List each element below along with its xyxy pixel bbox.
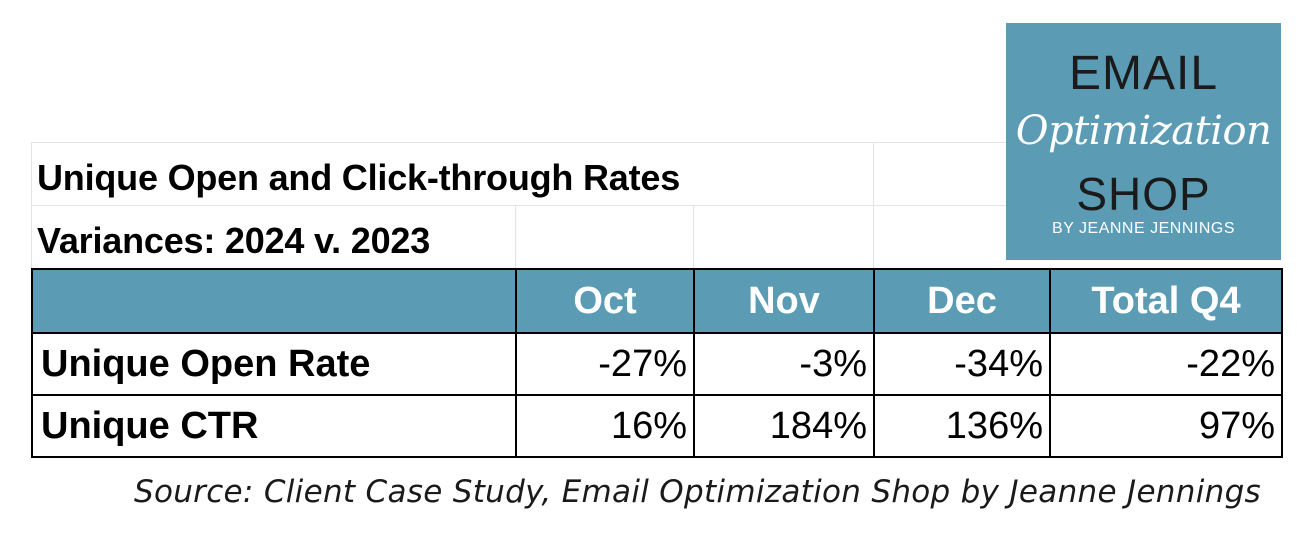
data-cell: -22% [1049, 332, 1283, 396]
data-cell: -34% [873, 332, 1051, 396]
data-cell: -27% [515, 332, 695, 396]
gridline-top [31, 142, 1006, 143]
column-header: Dec [873, 268, 1051, 334]
gridline-v3 [873, 142, 874, 268]
logo-byline: BY JEANNE JENNINGS [1052, 220, 1235, 237]
row-label: Unique Open Rate [31, 332, 517, 396]
table-header-row: Oct Nov Dec Total Q4 [31, 268, 1283, 334]
table-body: Oct Nov Dec Total Q4 Unique Open Rate -2… [31, 268, 1283, 458]
email-optimization-shop-logo: EMAIL Optimization SHOP BY JEANNE JENNIN… [1006, 23, 1281, 260]
data-cell: 136% [873, 394, 1051, 458]
column-header: Total Q4 [1049, 268, 1283, 334]
chart-subtitle: Variances: 2024 v. 2023 [37, 220, 431, 261]
header-corner-cell [31, 268, 517, 334]
source-note: Source: Client Case Study, Email Optimiz… [133, 474, 1261, 510]
logo-word-email: EMAIL [1068, 47, 1219, 100]
data-cell: 97% [1049, 394, 1283, 458]
data-cell: 184% [693, 394, 875, 458]
variance-table: Oct Nov Dec Total Q4 Unique Open Rate -2… [31, 268, 1283, 458]
row-label: Unique CTR [31, 394, 517, 458]
table-row: Unique CTR 16% 184% 136% 97% [31, 394, 1283, 458]
table-row: Unique Open Rate -27% -3% -34% -22% [31, 332, 1283, 396]
logo-word-shop: SHOP [1076, 168, 1211, 220]
gridline-mid [31, 205, 1006, 206]
gridline-v1 [515, 205, 516, 268]
column-header: Oct [515, 268, 695, 334]
gridline-v2 [693, 205, 694, 268]
data-cell: 16% [515, 394, 695, 458]
logo-word-optimization: Optimization [1015, 108, 1272, 154]
column-header: Nov [693, 268, 875, 334]
data-cell: -3% [693, 332, 875, 396]
gridline-left [31, 142, 32, 268]
chart-title: Unique Open and Click-through Rates [37, 157, 681, 198]
